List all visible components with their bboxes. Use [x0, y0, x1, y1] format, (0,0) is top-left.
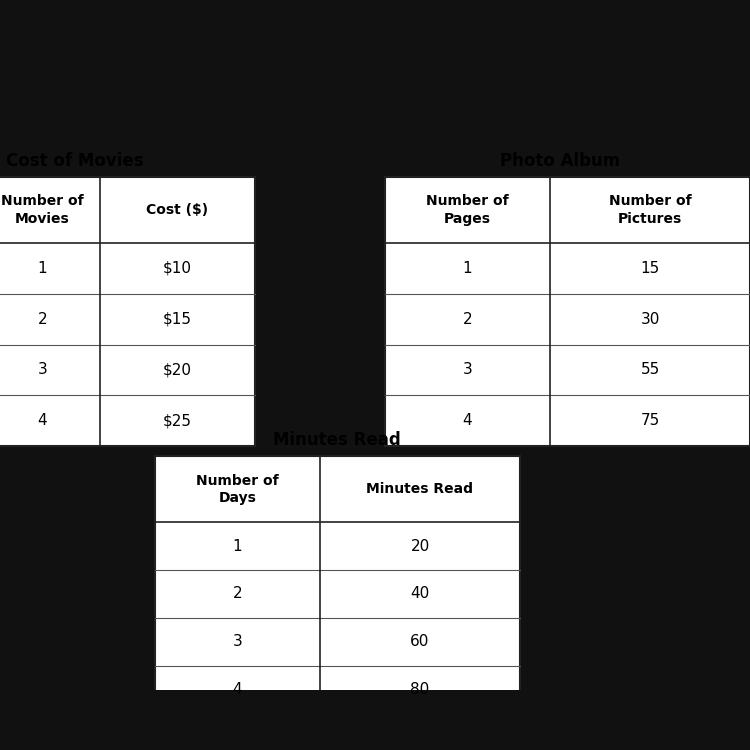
Text: 1: 1: [38, 261, 47, 276]
Text: $25: $25: [163, 413, 192, 428]
Text: Minutes Read: Minutes Read: [273, 431, 400, 449]
Text: 30: 30: [640, 311, 660, 326]
Text: Minutes Read: Minutes Read: [367, 482, 473, 496]
Text: 80: 80: [410, 682, 430, 697]
Text: 15: 15: [640, 261, 660, 276]
Text: 1: 1: [232, 538, 242, 554]
Text: Photo Album: Photo Album: [500, 152, 620, 170]
Text: 60: 60: [410, 634, 430, 650]
Text: 3: 3: [463, 362, 472, 377]
Bar: [385, 177, 750, 446]
Text: 2: 2: [463, 311, 472, 326]
Text: Number of
Pictures: Number of Pictures: [609, 194, 692, 226]
Text: Cost ($): Cost ($): [146, 203, 208, 217]
Text: 75: 75: [640, 413, 660, 428]
Bar: [155, 456, 520, 713]
Text: Number of
Pages: Number of Pages: [426, 194, 508, 226]
Text: $15: $15: [163, 311, 192, 326]
Text: Cost of Movies: Cost of Movies: [6, 152, 144, 170]
Text: $20: $20: [163, 362, 192, 377]
Text: 3: 3: [38, 362, 47, 377]
Text: 1: 1: [463, 261, 472, 276]
Text: 2: 2: [38, 311, 47, 326]
Text: 2: 2: [232, 586, 242, 602]
Text: 20: 20: [410, 538, 430, 554]
Text: 3: 3: [232, 634, 242, 650]
Text: 4: 4: [232, 682, 242, 697]
Text: 55: 55: [640, 362, 660, 377]
Bar: [0, 177, 255, 446]
Text: 4: 4: [463, 413, 472, 428]
Text: $10: $10: [163, 261, 192, 276]
Text: Number of
Days: Number of Days: [196, 474, 279, 505]
Text: 4: 4: [38, 413, 47, 428]
Text: 40: 40: [410, 586, 430, 602]
Text: Number of
Movies: Number of Movies: [2, 194, 84, 226]
